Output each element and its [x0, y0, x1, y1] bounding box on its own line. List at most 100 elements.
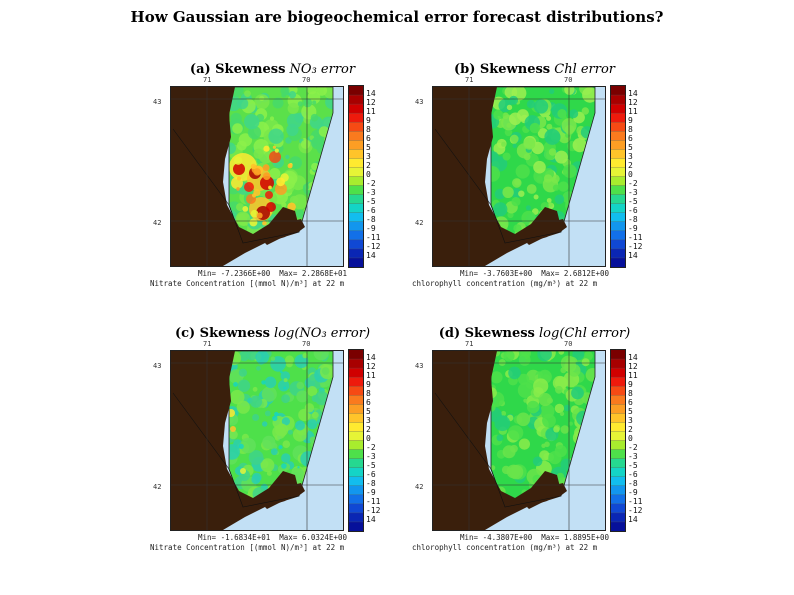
panel-title-math: log(NO₃ error)	[274, 326, 371, 341]
field-patch	[529, 122, 541, 134]
colorbar-swatch	[349, 212, 363, 223]
colorbar-swatch	[611, 377, 625, 387]
colorbar-swatch	[349, 104, 363, 114]
field-patch	[508, 366, 521, 380]
field-patch	[518, 190, 525, 197]
field-patch	[274, 411, 279, 417]
map-plot	[432, 350, 606, 531]
colorbar-tick-label: -2	[628, 179, 638, 188]
lat-label-42: 42	[153, 219, 162, 227]
colorbar-tick-label: -9	[628, 224, 638, 233]
high-skewness-patch	[231, 177, 243, 189]
colorbar-swatch	[349, 176, 363, 187]
colorbar-swatch	[349, 113, 363, 123]
field-patch	[572, 138, 587, 153]
field-patch	[281, 453, 291, 463]
colorbar-tick-label: -11	[366, 233, 381, 242]
field-patch	[311, 411, 319, 419]
outer-domain-line	[434, 128, 562, 244]
field-patch	[266, 470, 272, 476]
high-skewness-patch	[266, 202, 276, 212]
colorbar-swatch	[611, 176, 625, 187]
colorbar-swatch	[349, 467, 363, 478]
field-patch	[233, 382, 238, 387]
colorbar-tick-label: 0	[366, 170, 371, 179]
colorbar-swatch	[611, 122, 625, 132]
colorbar-svg	[349, 350, 363, 531]
colorbar-swatch	[611, 359, 625, 369]
high-skewness-patch	[250, 209, 259, 218]
variable-caption: chlorophyll concentration (mg/m³) at 22 …	[412, 279, 598, 288]
field-patch	[275, 423, 289, 437]
field-patch	[281, 463, 287, 469]
field-patch	[283, 378, 288, 383]
field-patch	[321, 367, 330, 375]
colorbar-swatch	[349, 131, 363, 141]
colorbar-tick-label: 8	[628, 389, 633, 398]
field-patch	[246, 351, 258, 361]
colorbar-tick-label: -5	[366, 461, 376, 470]
colorbar-swatch	[611, 368, 625, 378]
colorbar-tick-label: -3	[628, 188, 638, 197]
colorbar-tick-label: 14	[628, 251, 638, 260]
min-max-readout: Min= -4.3807E+00 Max= 1.8895E+00	[460, 533, 610, 542]
field-patch	[502, 186, 514, 198]
colorbar-tick-label: 8	[366, 125, 371, 134]
colorbar-tick-label: -11	[628, 233, 643, 242]
lon-label-71: 71	[465, 76, 474, 84]
lon-label-70: 70	[302, 76, 311, 84]
field-patch	[523, 398, 528, 403]
colorbar	[348, 85, 364, 268]
field-patch	[259, 95, 265, 101]
field-patch	[264, 410, 271, 417]
field-patch	[563, 404, 571, 412]
high-skewness-patch	[275, 183, 287, 195]
colorbar	[610, 85, 626, 268]
field-patch	[503, 351, 515, 362]
colorbar-swatch	[611, 395, 625, 405]
field-patch	[546, 198, 552, 203]
colorbar-swatch	[349, 386, 363, 396]
field-patch	[511, 197, 521, 207]
field-patch	[269, 116, 275, 121]
field-patch	[571, 386, 584, 400]
map-svg	[171, 87, 343, 266]
colorbar-tick-label: 2	[628, 161, 633, 170]
colorbar-tick-label: 12	[628, 362, 638, 371]
colorbar-svg	[611, 350, 625, 531]
colorbar-tick-label: 6	[366, 398, 371, 407]
field-patch	[229, 430, 238, 440]
colorbar-tick-label: -6	[628, 470, 638, 479]
field-patch	[548, 148, 557, 156]
field-patch	[240, 437, 256, 454]
field-patch	[282, 440, 291, 448]
field-patch	[310, 113, 319, 122]
colorbar-swatch	[349, 431, 363, 441]
field-patch	[307, 386, 318, 397]
colorbar-tick-label: 14	[366, 353, 376, 362]
field-patch	[538, 392, 552, 407]
colorbar-swatch	[611, 185, 625, 196]
colorbar-swatch	[611, 431, 625, 441]
colorbar-tick-label: 3	[366, 152, 371, 161]
colorbar-tick-label: 12	[366, 362, 376, 371]
field-patch	[549, 88, 555, 94]
field-patch	[280, 87, 290, 96]
colorbar-tick-label: -9	[366, 224, 376, 233]
field-patch	[285, 355, 294, 365]
map-svg	[433, 87, 605, 266]
colorbar-swatch	[611, 104, 625, 114]
colorbar-swatch	[349, 440, 363, 451]
field-patch	[523, 153, 531, 161]
field-patch	[314, 391, 329, 406]
field-patch	[238, 368, 247, 377]
field-patch	[287, 102, 299, 114]
colorbar-swatch	[611, 413, 625, 423]
field-patch	[295, 209, 305, 218]
field-patch	[493, 109, 504, 120]
colorbar-tick-label: 14	[366, 89, 376, 98]
field-patch	[533, 160, 546, 174]
field-patch	[526, 400, 540, 414]
field-patch	[278, 380, 290, 392]
colorbar-tick-label: 14	[628, 353, 638, 362]
